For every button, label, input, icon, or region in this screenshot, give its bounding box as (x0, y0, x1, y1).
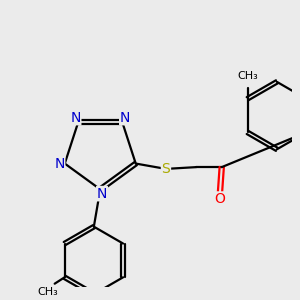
Text: N: N (70, 111, 81, 124)
Text: O: O (214, 192, 225, 206)
Text: CH₃: CH₃ (37, 287, 58, 297)
Text: N: N (97, 187, 107, 201)
Text: CH₃: CH₃ (237, 71, 258, 81)
Text: N: N (120, 111, 130, 124)
Text: N: N (54, 157, 64, 171)
Text: S: S (162, 162, 170, 176)
